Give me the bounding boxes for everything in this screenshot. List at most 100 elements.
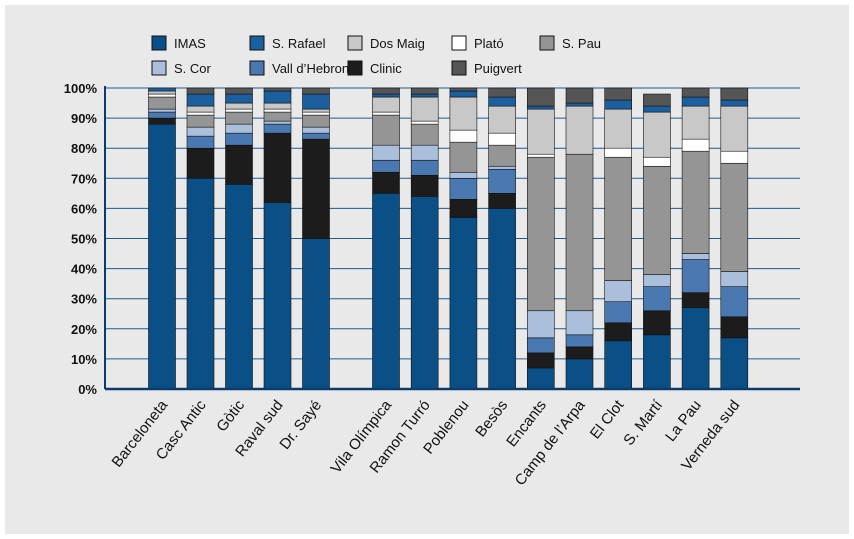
bar-segment-clinic-la-pau [681, 292, 710, 309]
x-tick-label: Gòtic [213, 397, 248, 435]
bar-segment-imas-gotic [225, 184, 253, 390]
bar-segment-puigvert-raval-sud [263, 87, 292, 92]
bar-segment-clinic-dr-saye [302, 138, 330, 239]
bar-segment-clinic-encants [526, 352, 555, 369]
bar-segment-s-cor-poblenou [449, 171, 478, 179]
y-tick-label: 20% [71, 322, 97, 337]
bar-segment-imas-verneda-sud [720, 337, 749, 390]
bar-segment-s-rafael-besos [488, 96, 516, 107]
bar-segment-plato-vila-olimpica [372, 111, 400, 116]
y-tick-label: 0% [78, 382, 97, 397]
bar-segment-s-cor-s-marti [643, 274, 671, 287]
legend-item-clinic: Clinic [347, 60, 402, 76]
bar-segment-s-cor-ramon-turro [410, 144, 439, 161]
bar-segment-clinic-verneda-sud [720, 316, 749, 339]
bar-segment-s-cor-besos [488, 165, 516, 170]
bar-segment-plato-poblenou [449, 129, 478, 143]
legend-item-dos-maig: Dos Maig [347, 35, 425, 51]
bar-segment-puigvert-camp-de-l-arpa [565, 87, 594, 104]
bar-segment-plato-barceloneta [148, 93, 176, 98]
bar-segment-dos-maig-encants [526, 108, 555, 155]
legend-label: Dos Maig [370, 36, 425, 51]
bar-segment-s-cor-dr-saye [302, 126, 330, 134]
bar-segment-vall-d-hebron-raval-sud [263, 123, 292, 134]
bar-segment-clinic-besos [488, 193, 516, 209]
bar-segment-imas-encants [526, 367, 555, 390]
bar-segment-s-pau-el-clot [604, 156, 633, 281]
bar-segment-vall-d-hebron-dr-saye [302, 132, 330, 140]
bar-segment-imas-poblenou [449, 217, 478, 390]
legend-swatch [539, 35, 555, 51]
legend-label: Clinic [370, 61, 402, 76]
y-tick-label: 10% [71, 352, 97, 367]
bar-segment-plato-la-pau [681, 138, 710, 152]
legend-label: S. Rafael [272, 36, 326, 51]
bar-segment-imas-vila-olimpica [372, 193, 400, 390]
bar-segment-dos-maig-la-pau [681, 105, 710, 140]
bar-segment-s-rafael-gotic [225, 93, 253, 104]
bar-segment-puigvert-poblenou [449, 87, 478, 92]
bar-segment-s-cor-barceloneta [148, 108, 176, 113]
y-tick-label: 100% [64, 81, 98, 96]
x-tick-label: S. Martí [620, 396, 666, 448]
legend-label: Plató [474, 36, 504, 51]
bar-segment-clinic-barceloneta [148, 117, 176, 125]
bar-segment-plato-casc-antic [186, 111, 215, 116]
bar-segment-dos-maig-vila-olimpica [372, 96, 400, 113]
bar-segment-s-rafael-casc-antic [186, 93, 215, 107]
bar-segment-s-pau-poblenou [449, 141, 478, 173]
bar-segment-vall-d-hebron-gotic [225, 132, 253, 146]
bar-segment-s-rafael-el-clot [604, 99, 633, 110]
legend-label: Vall d’Hebron [272, 61, 349, 76]
bar-segment-imas-camp-de-l-arpa [565, 358, 594, 390]
bar-segment-puigvert-vila-olimpica [372, 87, 400, 95]
bar-segment-clinic-casc-antic [186, 147, 215, 179]
bar-segment-imas-s-marti [643, 334, 671, 390]
bar-segment-dos-maig-besos [488, 105, 516, 134]
legend-swatch [451, 35, 467, 51]
legend-item-s-pau: S. Pau [539, 35, 601, 51]
bar-segment-puigvert-dr-saye [302, 87, 330, 95]
y-tick-labels: 0% 10% 20% 30% 40% 50% 60% 70% 80% 90% 100% [64, 81, 98, 397]
bar-segment-imas-barceloneta [148, 123, 176, 390]
bar-segment-puigvert-ramon-turro [410, 87, 439, 95]
bar-segment-vall-d-hebron-camp-de-l-arpa [565, 334, 594, 348]
bar-segment-vall-d-hebron-besos [488, 168, 516, 194]
bar-segment-s-cor-verneda-sud [720, 271, 749, 287]
bar-segment-s-pau-besos [488, 144, 516, 167]
legend-item-imas: IMAS [151, 35, 206, 51]
bar-segment-s-cor-camp-de-l-arpa [565, 310, 594, 336]
bar-segment-imas-casc-antic [186, 178, 215, 390]
bar-segment-dos-maig-el-clot [604, 108, 633, 149]
bar-segment-s-rafael-raval-sud [263, 90, 292, 104]
bar-segment-vall-d-hebron-s-marti [643, 286, 671, 312]
y-tick-label: 40% [71, 262, 97, 277]
bar-segment-plato-verneda-sud [720, 150, 749, 164]
y-tick-label: 50% [71, 232, 97, 247]
bar-segment-s-pau-s-marti [643, 165, 671, 275]
legend-item-puigvert: Puigvert [451, 60, 522, 76]
bar-segment-clinic-s-marti [643, 310, 671, 336]
bar-segment-imas-dr-saye [302, 238, 330, 390]
legend-label: IMAS [174, 36, 206, 51]
legend-item-vall-d-hebron: Vall d’Hebron [249, 60, 349, 76]
bar-segment-s-rafael-vila-olimpica [372, 93, 400, 98]
bar-segment-s-rafael-poblenou [449, 90, 478, 98]
bar-segment-vall-d-hebron-poblenou [449, 178, 478, 200]
bar-segment-s-cor-gotic [225, 123, 253, 134]
bar-segment-clinic-camp-de-l-arpa [565, 346, 594, 360]
bar-segment-plato-besos [488, 132, 516, 146]
bar-segment-s-cor-la-pau [681, 253, 710, 260]
legend-swatch [249, 35, 265, 51]
bar-segment-vall-d-hebron-la-pau [681, 259, 710, 293]
x-tick-label: Camp de l’Arpa [512, 396, 589, 488]
legend-label: S. Cor [174, 61, 212, 76]
legend: IMAS S. Rafael Dos Maig Plató S. Pau S. Cor Va… [151, 35, 601, 76]
bar-segment-plato-ramon-turro [410, 120, 439, 125]
bar-segment-s-pau-barceloneta [148, 96, 176, 110]
bar-segment-s-pau-raval-sud [263, 111, 292, 122]
y-tick-label: 60% [71, 201, 97, 216]
bar-segment-clinic-ramon-turro [410, 174, 439, 197]
